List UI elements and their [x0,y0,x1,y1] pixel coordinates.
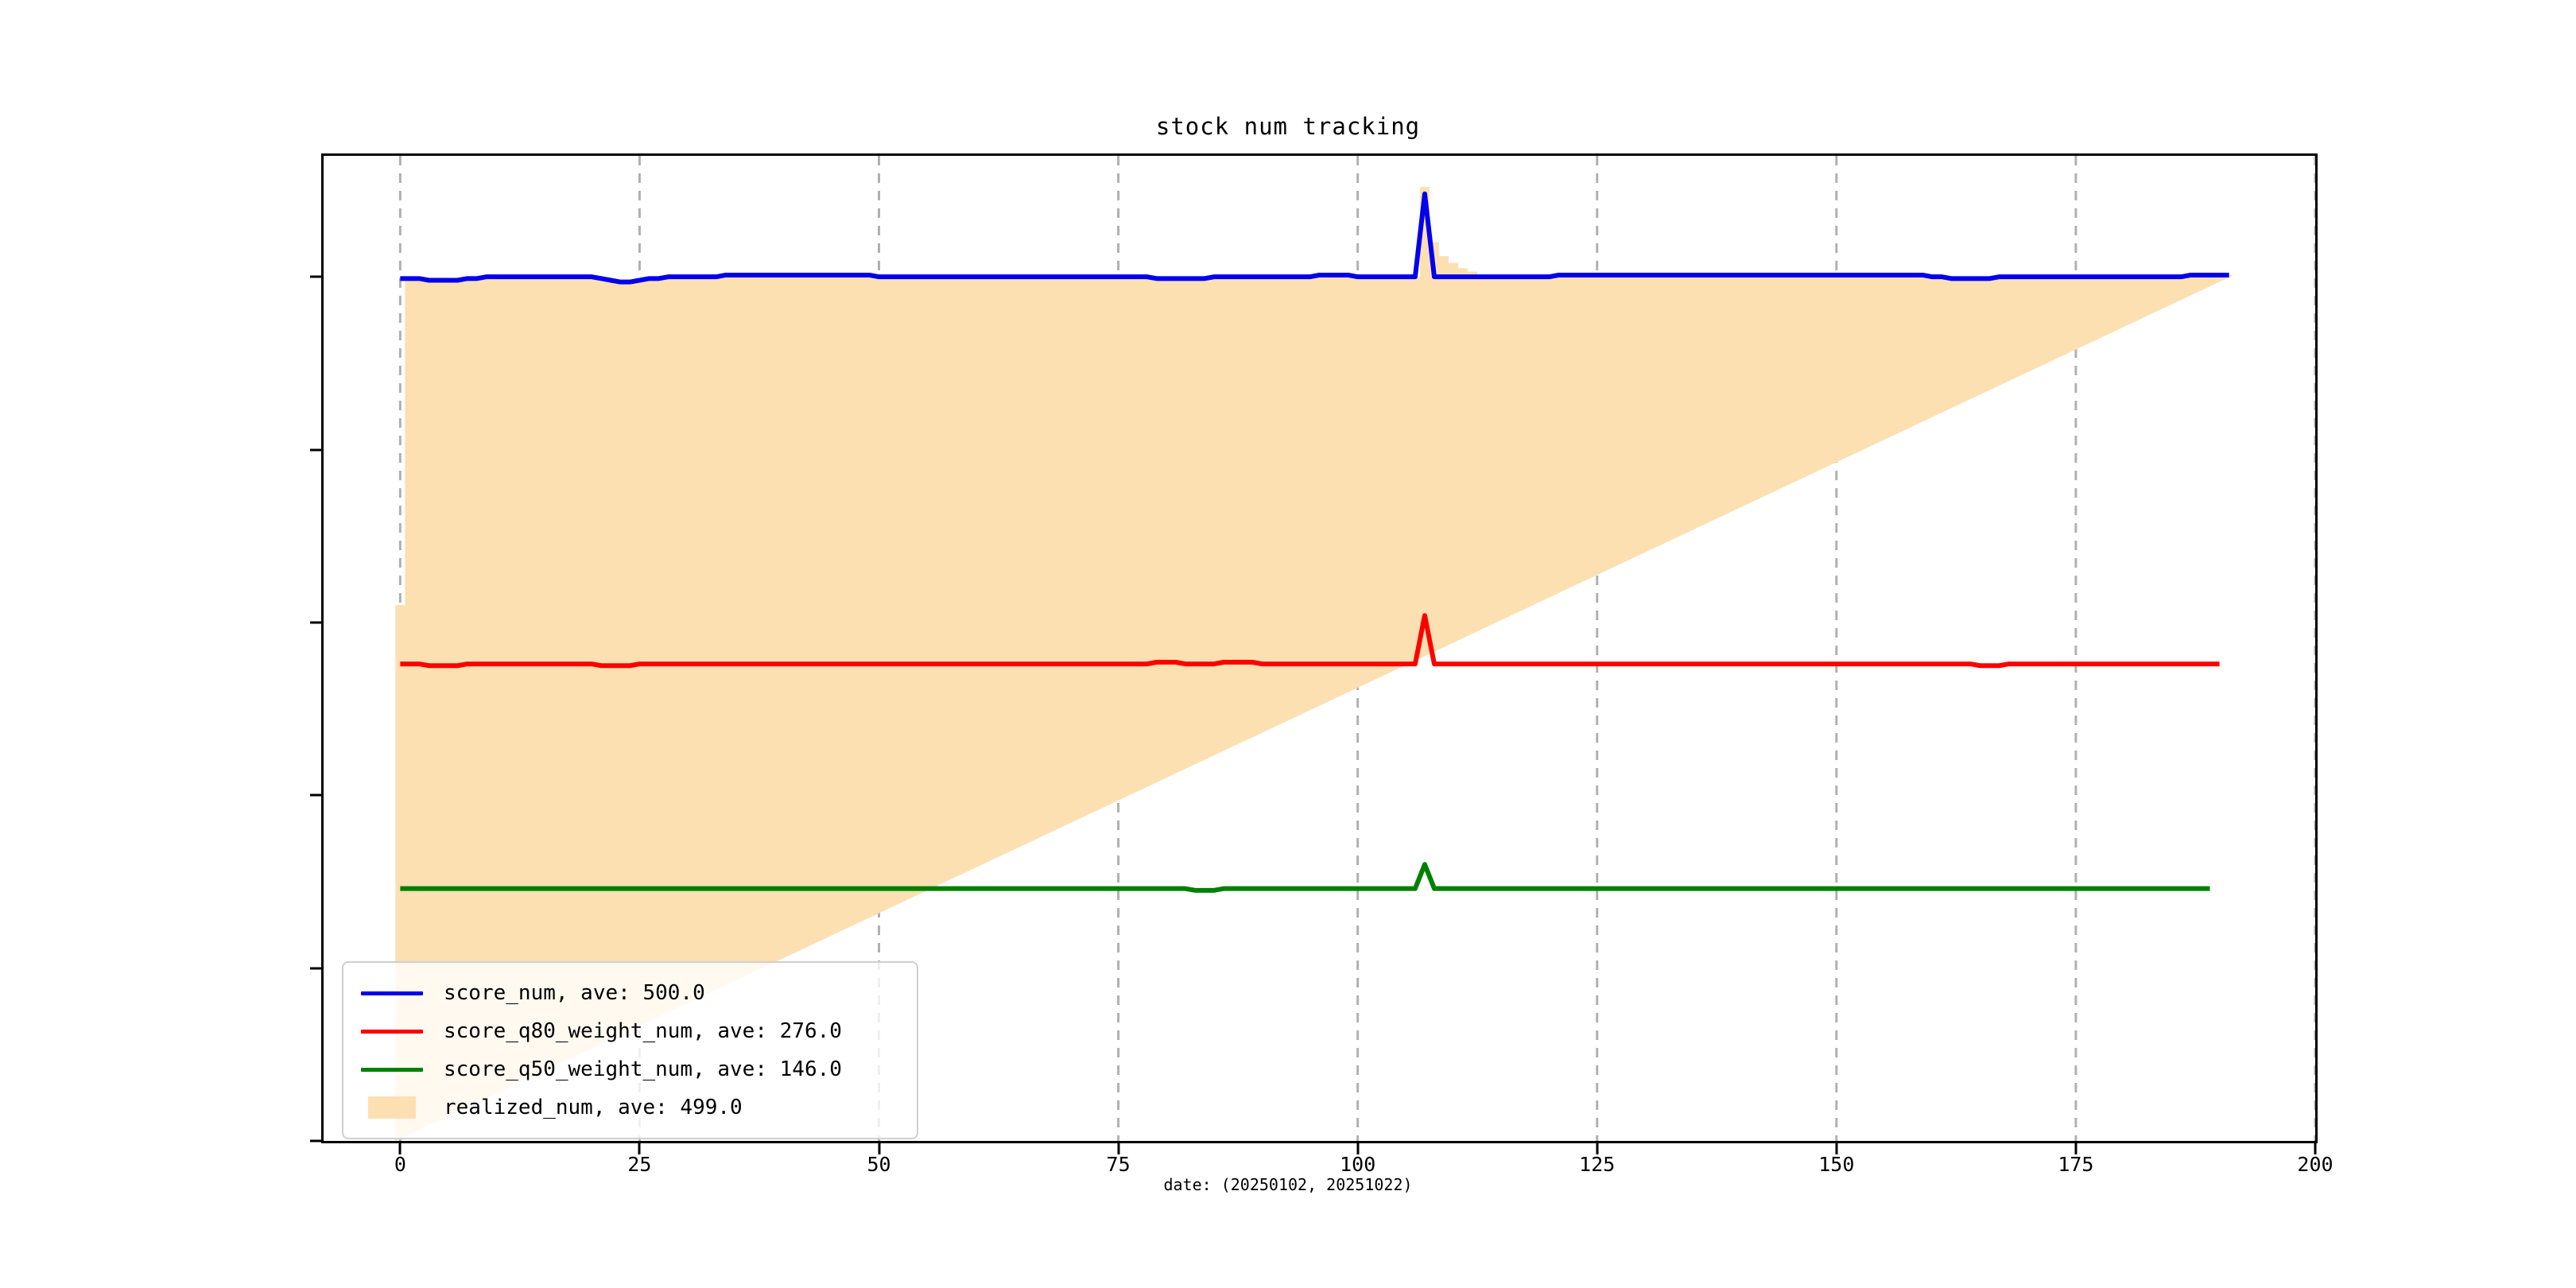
line-score_num [400,191,2229,285]
y-tick-mark [310,967,321,970]
x-tick-label: 100 [1340,1153,1376,1176]
legend-label: realized_num, ave: 499.0 [444,1096,743,1119]
y-tick-mark [310,793,321,797]
x-axis-label: date: (20250102, 20251022) [1163,1175,1413,1194]
legend-line-icon [361,1061,423,1077]
legend-swatch-shape [361,1029,423,1034]
x-tick-mark [1356,1143,1360,1154]
legend-patch-icon [361,1096,423,1119]
legend-swatch-shape [361,991,423,995]
legend-item[interactable]: score_q50_weight_num, ave: 146.0 [343,1050,917,1088]
x-tick-mark [1596,1143,1599,1154]
x-tick-label: 50 [867,1153,891,1176]
legend-swatch-shape [368,1096,416,1119]
x-tick-mark [398,1143,402,1154]
x-tick-mark [2314,1143,2317,1154]
x-tick-label: 125 [1579,1153,1616,1176]
x-tick-label: 75 [1106,1153,1131,1176]
line-score_q50_weight_num [400,862,2210,893]
legend-line-icon [361,985,423,1001]
legend-swatch-shape [361,1067,423,1072]
legend-label: score_q80_weight_num, ave: 276.0 [444,1019,842,1043]
x-tick-mark [638,1143,641,1154]
legend-label: score_q50_weight_num, ave: 146.0 [444,1057,842,1081]
x-tick-label: 200 [2297,1153,2334,1176]
y-tick-mark [310,275,321,278]
chart-legend: score_num, ave: 500.0 score_q80_weight_nu… [342,961,918,1139]
x-tick-mark [1835,1143,1838,1154]
y-tick-mark [310,1139,321,1143]
line-score_q80_weight_num [400,613,2220,669]
x-tick-mark [878,1143,880,1154]
chart-title: stock num tracking [1155,113,1421,140]
y-tick-mark [310,621,321,624]
legend-label: score_num, ave: 500.0 [444,981,705,1005]
plot-area [321,153,2318,1143]
x-tick-mark [2074,1143,2077,1154]
x-tick-label: 25 [627,1153,652,1176]
y-tick-mark [310,448,321,452]
plot-inner [324,156,2315,1141]
x-tick-label: 175 [2058,1153,2094,1176]
x-tick-label: 0 [394,1153,406,1176]
legend-item[interactable]: score_q80_weight_num, ave: 276.0 [343,1012,917,1050]
legend-line-icon [361,1023,423,1039]
x-tick-label: 150 [1818,1153,1855,1176]
plot-svg [395,156,2315,1141]
legend-item[interactable]: realized_num, ave: 499.0 [343,1088,917,1127]
x-tick-mark [1117,1143,1120,1154]
legend-item[interactable]: score_num, ave: 500.0 [343,974,917,1012]
